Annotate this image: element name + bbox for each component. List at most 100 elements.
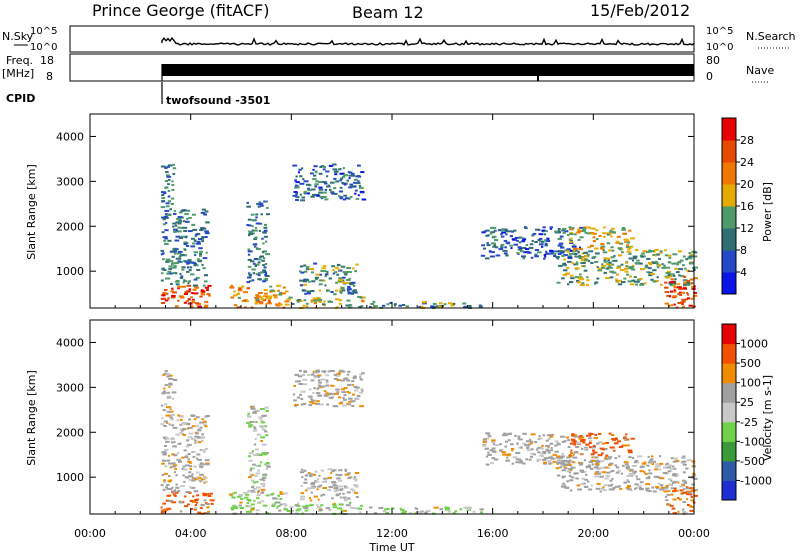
echo-cell — [611, 259, 614, 262]
echo-cell — [190, 486, 196, 489]
echo-cell — [264, 275, 270, 277]
echo-cell — [359, 376, 362, 379]
echo-cell — [549, 227, 553, 230]
echo-cell — [200, 439, 204, 442]
echo-cell — [569, 489, 573, 492]
echo-cell — [356, 395, 361, 397]
echo-cell — [636, 278, 641, 281]
echo-cell — [310, 195, 315, 198]
echo-cell — [199, 465, 203, 468]
echo-region — [299, 468, 360, 502]
echo-cell — [349, 282, 352, 285]
echo-cell — [581, 282, 585, 285]
echo-cell — [645, 487, 650, 490]
echo-cell — [682, 305, 685, 308]
echo-cell — [262, 242, 265, 245]
echo-cell — [515, 452, 521, 454]
echo-cell — [297, 185, 300, 188]
echo-cell — [326, 175, 329, 178]
echo-cell — [634, 459, 639, 462]
echo-cell — [359, 405, 364, 408]
echo-cell — [400, 508, 405, 511]
echo-cell — [601, 263, 604, 266]
echo-cell — [647, 490, 652, 493]
echo-cell — [653, 250, 656, 253]
echo-cell — [330, 384, 335, 387]
echo-cell — [545, 230, 548, 233]
freq-dip — [537, 64, 539, 81]
echo-cell — [325, 381, 329, 384]
echo-cell — [171, 486, 174, 489]
echo-cell — [312, 392, 315, 395]
echo-cell — [347, 477, 351, 480]
echo-cell — [317, 376, 320, 378]
echo-cell — [164, 465, 168, 468]
echo-cell — [611, 446, 615, 449]
echo-cell — [304, 478, 308, 481]
echo-cell — [166, 459, 171, 462]
echo-cell — [493, 458, 499, 461]
echo-cell — [336, 379, 341, 382]
echo-cell — [572, 244, 576, 247]
echo-cell — [669, 290, 674, 293]
echo-cell — [205, 251, 208, 254]
echo-cell — [541, 444, 544, 447]
echo-cell — [162, 291, 167, 294]
echo-cell — [191, 477, 196, 480]
echo-cell — [337, 474, 342, 477]
echo-cell — [369, 506, 373, 509]
echo-cell — [192, 228, 198, 231]
echo-cell — [669, 273, 675, 276]
echo-cell — [490, 231, 496, 234]
echo-cell — [578, 248, 583, 251]
echo-cell — [296, 396, 301, 399]
echo-cell — [546, 237, 550, 240]
echo-region — [480, 226, 584, 260]
echo-cell — [250, 406, 254, 409]
echo-cell — [301, 289, 305, 292]
echo-cell — [654, 249, 659, 251]
echo-cell — [550, 447, 553, 450]
echo-cell — [167, 270, 172, 273]
echo-cell — [173, 210, 176, 213]
echo-region — [246, 200, 270, 284]
echo-cell — [356, 397, 360, 400]
echo-cell — [318, 191, 323, 194]
echo-cell — [683, 275, 687, 278]
echo-cell — [339, 288, 342, 291]
echo-cell — [561, 475, 566, 478]
echo-cell — [360, 305, 364, 308]
echo-cell — [623, 238, 629, 241]
echo-cell — [268, 300, 271, 303]
echo-cell — [191, 415, 194, 417]
colorbar-tick-label: 8 — [740, 244, 747, 257]
echo-cell — [651, 455, 654, 458]
echo-cell — [202, 420, 207, 423]
echo-cell — [350, 488, 354, 491]
echo-cell — [314, 170, 318, 173]
echo-cell — [581, 227, 587, 230]
echo-cell — [261, 491, 265, 494]
echo-cell — [691, 483, 695, 486]
echo-cell — [327, 468, 333, 471]
echo-cell — [322, 270, 327, 273]
echo-cell — [300, 468, 304, 471]
echo-cell — [172, 222, 177, 225]
echo-cell — [309, 473, 314, 476]
echo-cell — [564, 249, 570, 252]
echo-cell — [266, 213, 270, 216]
echo-cell — [265, 410, 269, 412]
echo-cell — [334, 266, 339, 269]
colorbar-segment — [722, 272, 736, 295]
echo-cell — [201, 240, 205, 243]
echo-cell — [168, 462, 173, 465]
echo-cell — [348, 397, 353, 400]
echo-cell — [656, 266, 660, 269]
echo-cell — [618, 455, 621, 458]
echo-cell — [528, 246, 534, 249]
echo-cell — [163, 481, 166, 484]
echo-cell — [266, 206, 269, 209]
echo-cell — [165, 437, 170, 440]
echo-cell — [667, 470, 672, 473]
echo-cell — [270, 289, 275, 292]
